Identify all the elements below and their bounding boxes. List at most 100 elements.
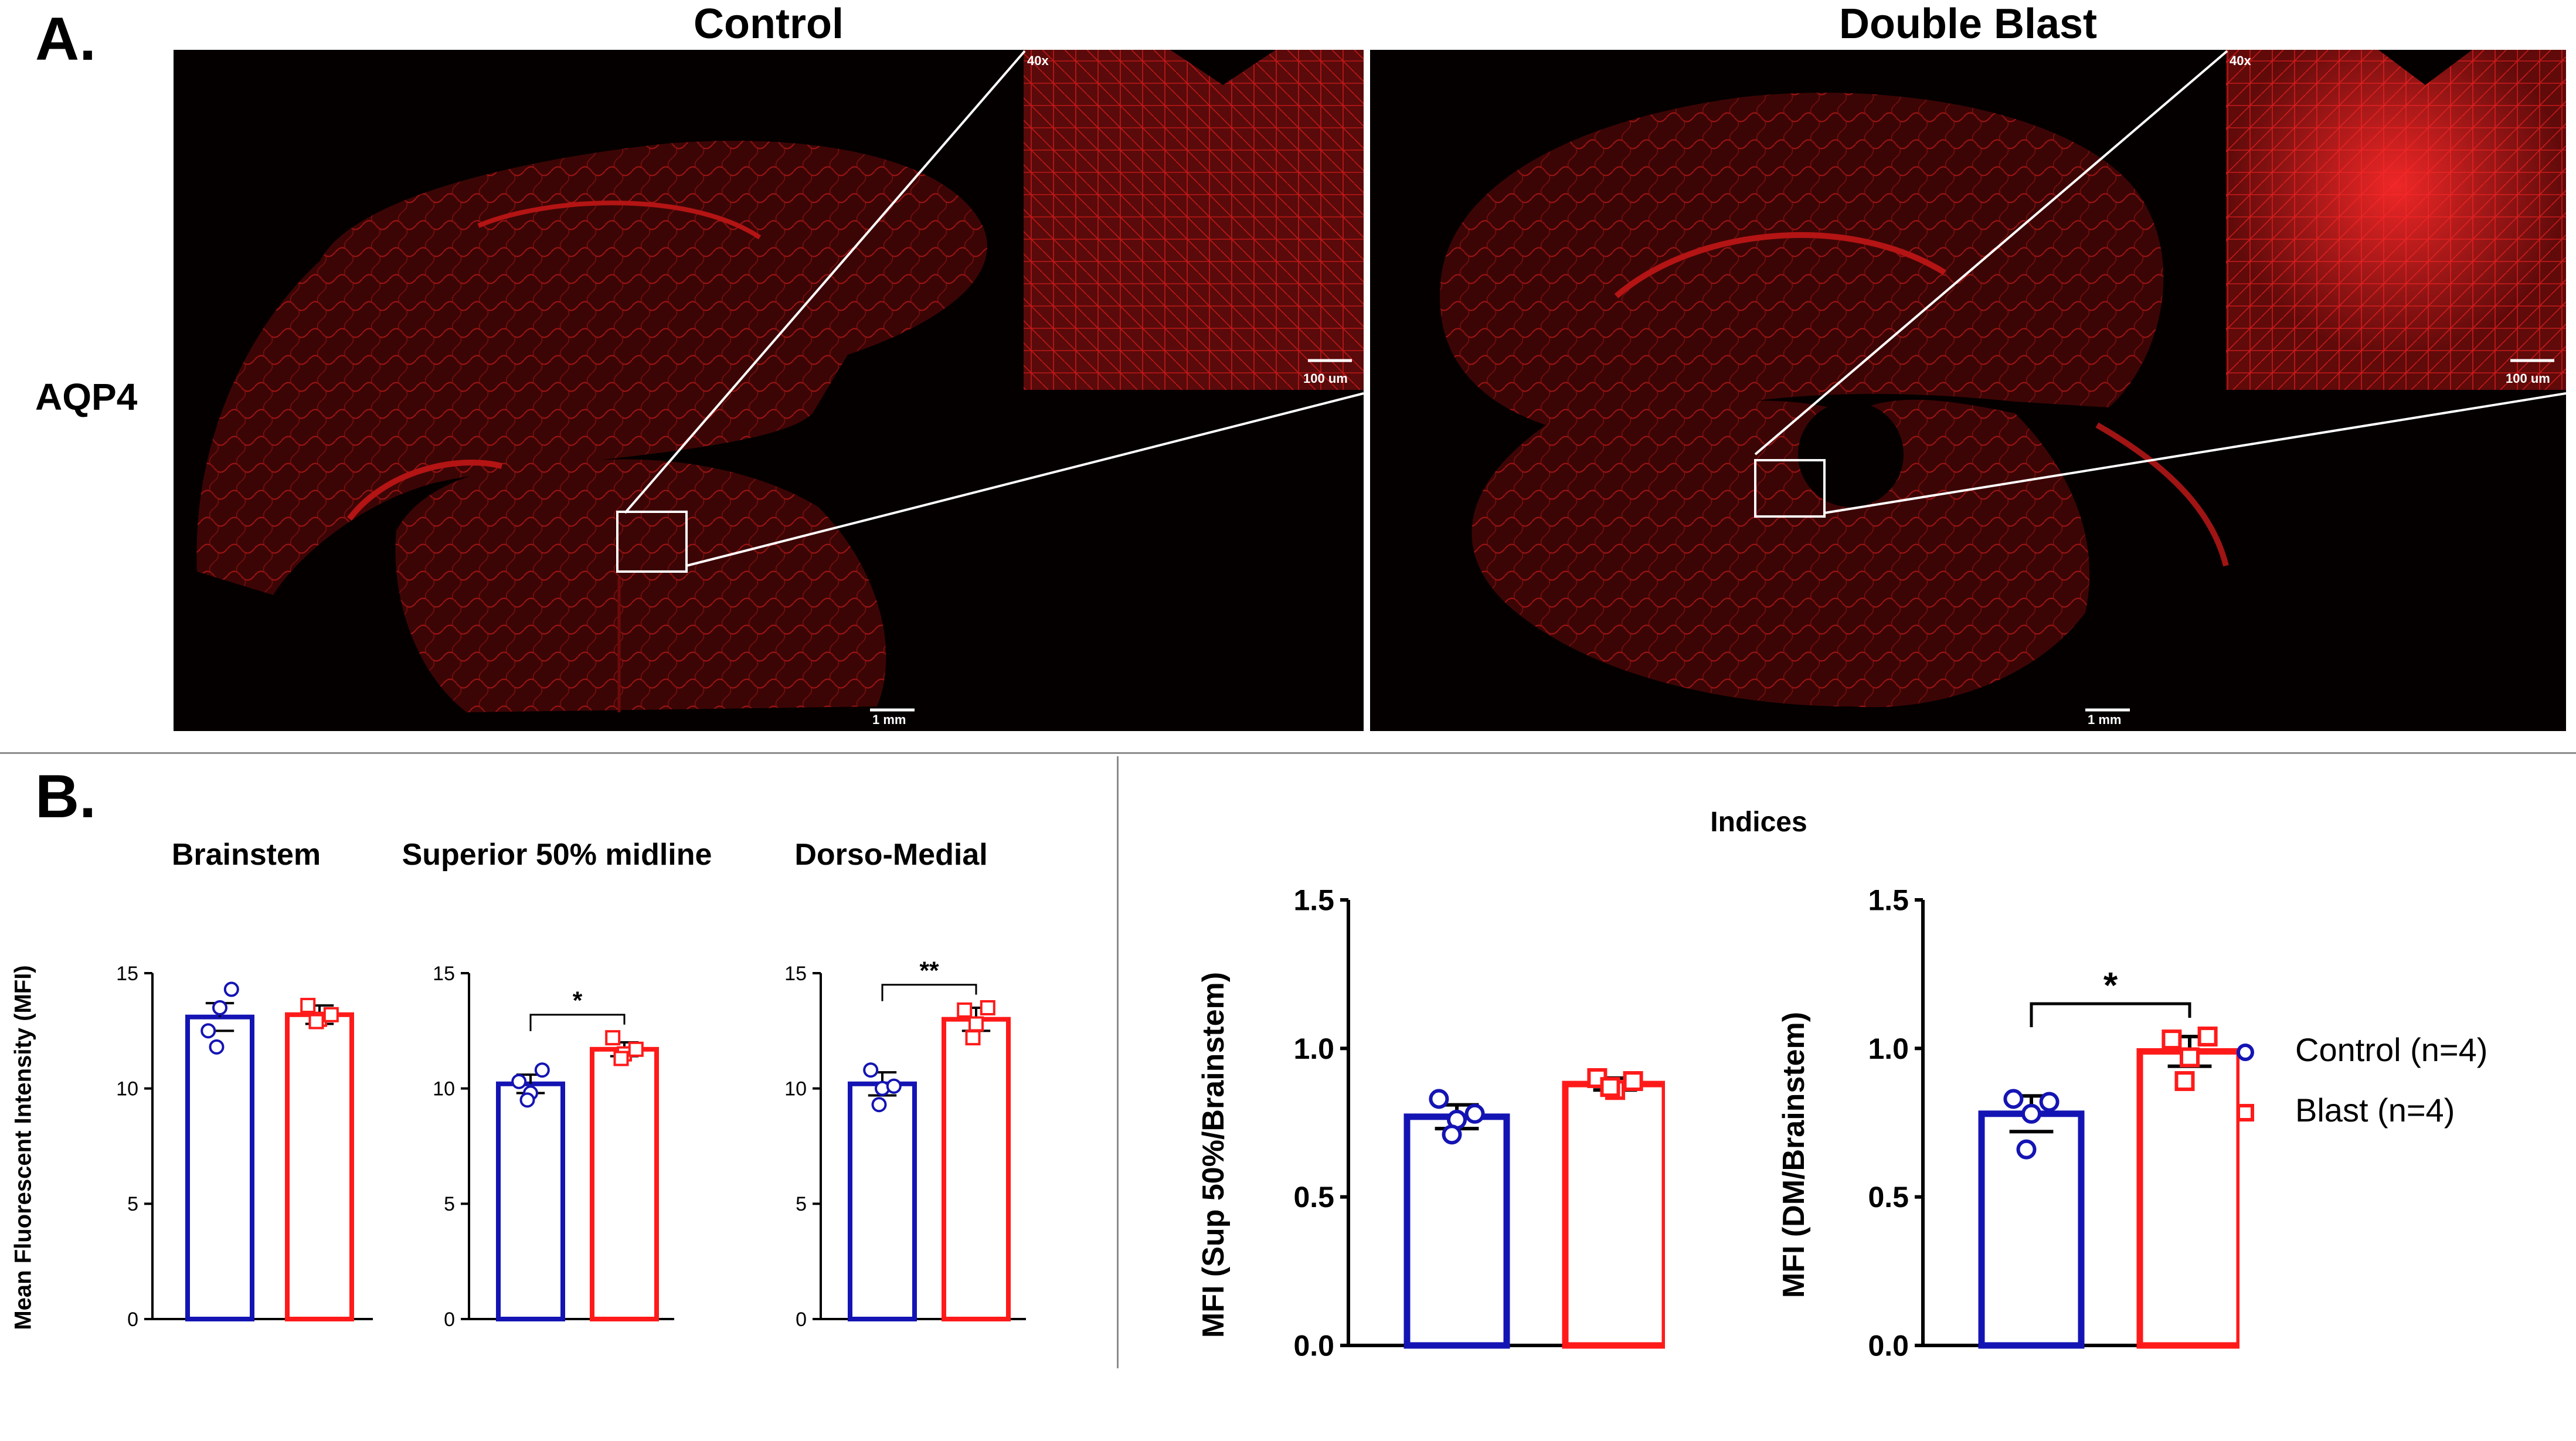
control-magnification-label: 40x xyxy=(1027,53,1049,68)
y-tick-label: 1.0 xyxy=(1293,1032,1334,1065)
data-point xyxy=(2039,1092,2060,1112)
data-point xyxy=(2016,1139,2037,1160)
data-point xyxy=(965,1030,981,1046)
blast-magnification-label: 40x xyxy=(2230,53,2251,68)
y-tick-label: 15 xyxy=(784,963,807,985)
blast-tissue-image: 40x 100 um 1 mm xyxy=(1440,50,2566,727)
data-point xyxy=(1429,1089,1449,1109)
y-tick-label: 10 xyxy=(784,1078,807,1100)
control-tissue-image: 40x 100 um 1 mm xyxy=(196,50,1364,727)
legend-blast-label: Blast (n=4) xyxy=(2295,1092,2455,1129)
y-axis-label-dm: MFI (DM/Brainstem) xyxy=(1777,1011,1811,1299)
panel-a-letter: A. xyxy=(35,5,96,73)
bar-control xyxy=(185,1014,254,1321)
control-image-title: Control xyxy=(694,1,844,47)
data-point xyxy=(968,1016,984,1032)
data-point xyxy=(605,1030,621,1046)
bar-control xyxy=(1978,1110,2085,1349)
chart-title-superior-midline: Superior 50% midline xyxy=(402,838,712,872)
blast-inset-scale-label: 100 um xyxy=(2506,371,2550,386)
data-point xyxy=(212,1000,227,1015)
y-tick-label: 10 xyxy=(433,1078,455,1100)
control-scale-label: 1 mm xyxy=(872,712,906,727)
y-tick-label: 0.0 xyxy=(1293,1330,1334,1361)
data-point xyxy=(308,1014,324,1029)
data-point xyxy=(1464,1103,1485,1124)
y-tick-label: 5 xyxy=(444,1193,455,1215)
data-point xyxy=(628,1041,644,1057)
y-tick-label: 0.5 xyxy=(1868,1181,1909,1214)
control-micrograph: 40x 100 um 1 mm xyxy=(174,50,1364,731)
y-tick-label: 0 xyxy=(127,1309,138,1331)
y-tick-label: 10 xyxy=(116,1078,138,1100)
chart-superior-midline: 0 5 10 15 * xyxy=(433,963,674,1331)
y-tick-label: 0 xyxy=(444,1309,455,1331)
y-tick-label: 5 xyxy=(796,1193,807,1215)
y-tick-label: 15 xyxy=(116,963,138,985)
bar-control xyxy=(848,1081,917,1322)
chart-dorso-medial: 0 5 10 15 ** xyxy=(784,957,1026,1331)
y-tick-label: 0.5 xyxy=(1293,1181,1334,1214)
data-point xyxy=(2174,1071,2195,1092)
bar-control xyxy=(1403,1113,1510,1349)
data-point xyxy=(323,1007,339,1022)
y-tick-label: 1.0 xyxy=(1868,1032,1909,1065)
data-point xyxy=(871,1097,887,1113)
data-point xyxy=(200,1023,216,1039)
chart-dm-index: 0.0 0.5 1.0 1.5 * xyxy=(1868,884,2239,1361)
bar-blast xyxy=(1562,1080,1665,1349)
bar-blast xyxy=(942,1017,1011,1322)
significance-label: ** xyxy=(919,957,939,985)
legend-circle-icon xyxy=(2237,1044,2254,1061)
row-label-aqp4: AQP4 xyxy=(35,376,138,418)
blast-micrograph: 40x 100 um 1 mm xyxy=(1370,50,2566,731)
data-point xyxy=(209,1039,225,1055)
blast-scale-label: 1 mm xyxy=(2088,712,2121,727)
blast-image-title: Double Blast xyxy=(1838,1,2098,47)
panel-b-letter: B. xyxy=(35,763,96,831)
data-point xyxy=(2162,1029,2182,1050)
bar-control xyxy=(496,1081,565,1322)
y-tick-label: 1.5 xyxy=(1293,884,1334,917)
y-tick-label: 5 xyxy=(127,1193,138,1215)
y-tick-label: 15 xyxy=(433,963,455,985)
section-divider xyxy=(0,752,2576,754)
data-point xyxy=(2197,1027,2218,1047)
significance-label: * xyxy=(573,987,583,1015)
data-point xyxy=(2003,1089,2024,1109)
data-point xyxy=(1600,1077,1620,1097)
data-point xyxy=(863,1062,879,1078)
data-point xyxy=(613,1051,629,1066)
indices-title: Indices xyxy=(1710,807,1807,838)
significance-bracket xyxy=(881,984,977,1001)
shared-y-axis-label: Mean Fluorescent Intensity (MFI) xyxy=(10,965,36,1330)
data-point xyxy=(957,1002,973,1018)
y-tick-label: 0.0 xyxy=(1868,1330,1909,1361)
data-point xyxy=(223,981,239,997)
chart-sup50-index: 0.0 0.5 1.0 1.5 xyxy=(1293,884,1665,1361)
significance-bracket xyxy=(2030,1002,2191,1028)
data-point xyxy=(2021,1103,2041,1124)
y-tick-label: 0 xyxy=(796,1309,807,1331)
legend-square-icon xyxy=(2237,1104,2254,1121)
bar-blast xyxy=(2136,1048,2239,1349)
data-point xyxy=(300,998,316,1014)
legend-control-label: Control (n=4) xyxy=(2295,1031,2488,1068)
control-inset-scale-label: 100 um xyxy=(1303,371,1348,386)
significance-label: * xyxy=(2103,965,2118,1006)
data-point xyxy=(886,1078,902,1094)
significance-bracket xyxy=(529,1014,626,1031)
y-tick-label: 1.5 xyxy=(1868,884,1909,917)
data-point xyxy=(511,1073,527,1089)
bar-blast xyxy=(285,1012,354,1322)
bar-blast xyxy=(590,1046,659,1322)
chart-brainstem: 0 5 10 15 xyxy=(116,963,373,1331)
data-point xyxy=(534,1062,550,1078)
data-point xyxy=(1623,1071,1643,1092)
indices-divider xyxy=(1117,756,1119,1368)
data-point xyxy=(980,1000,995,1015)
chart-title-dorso-medial: Dorso-Medial xyxy=(794,838,988,872)
chart-title-brainstem: Brainstem xyxy=(171,838,321,872)
data-point xyxy=(519,1092,535,1108)
data-point xyxy=(1442,1124,1462,1145)
